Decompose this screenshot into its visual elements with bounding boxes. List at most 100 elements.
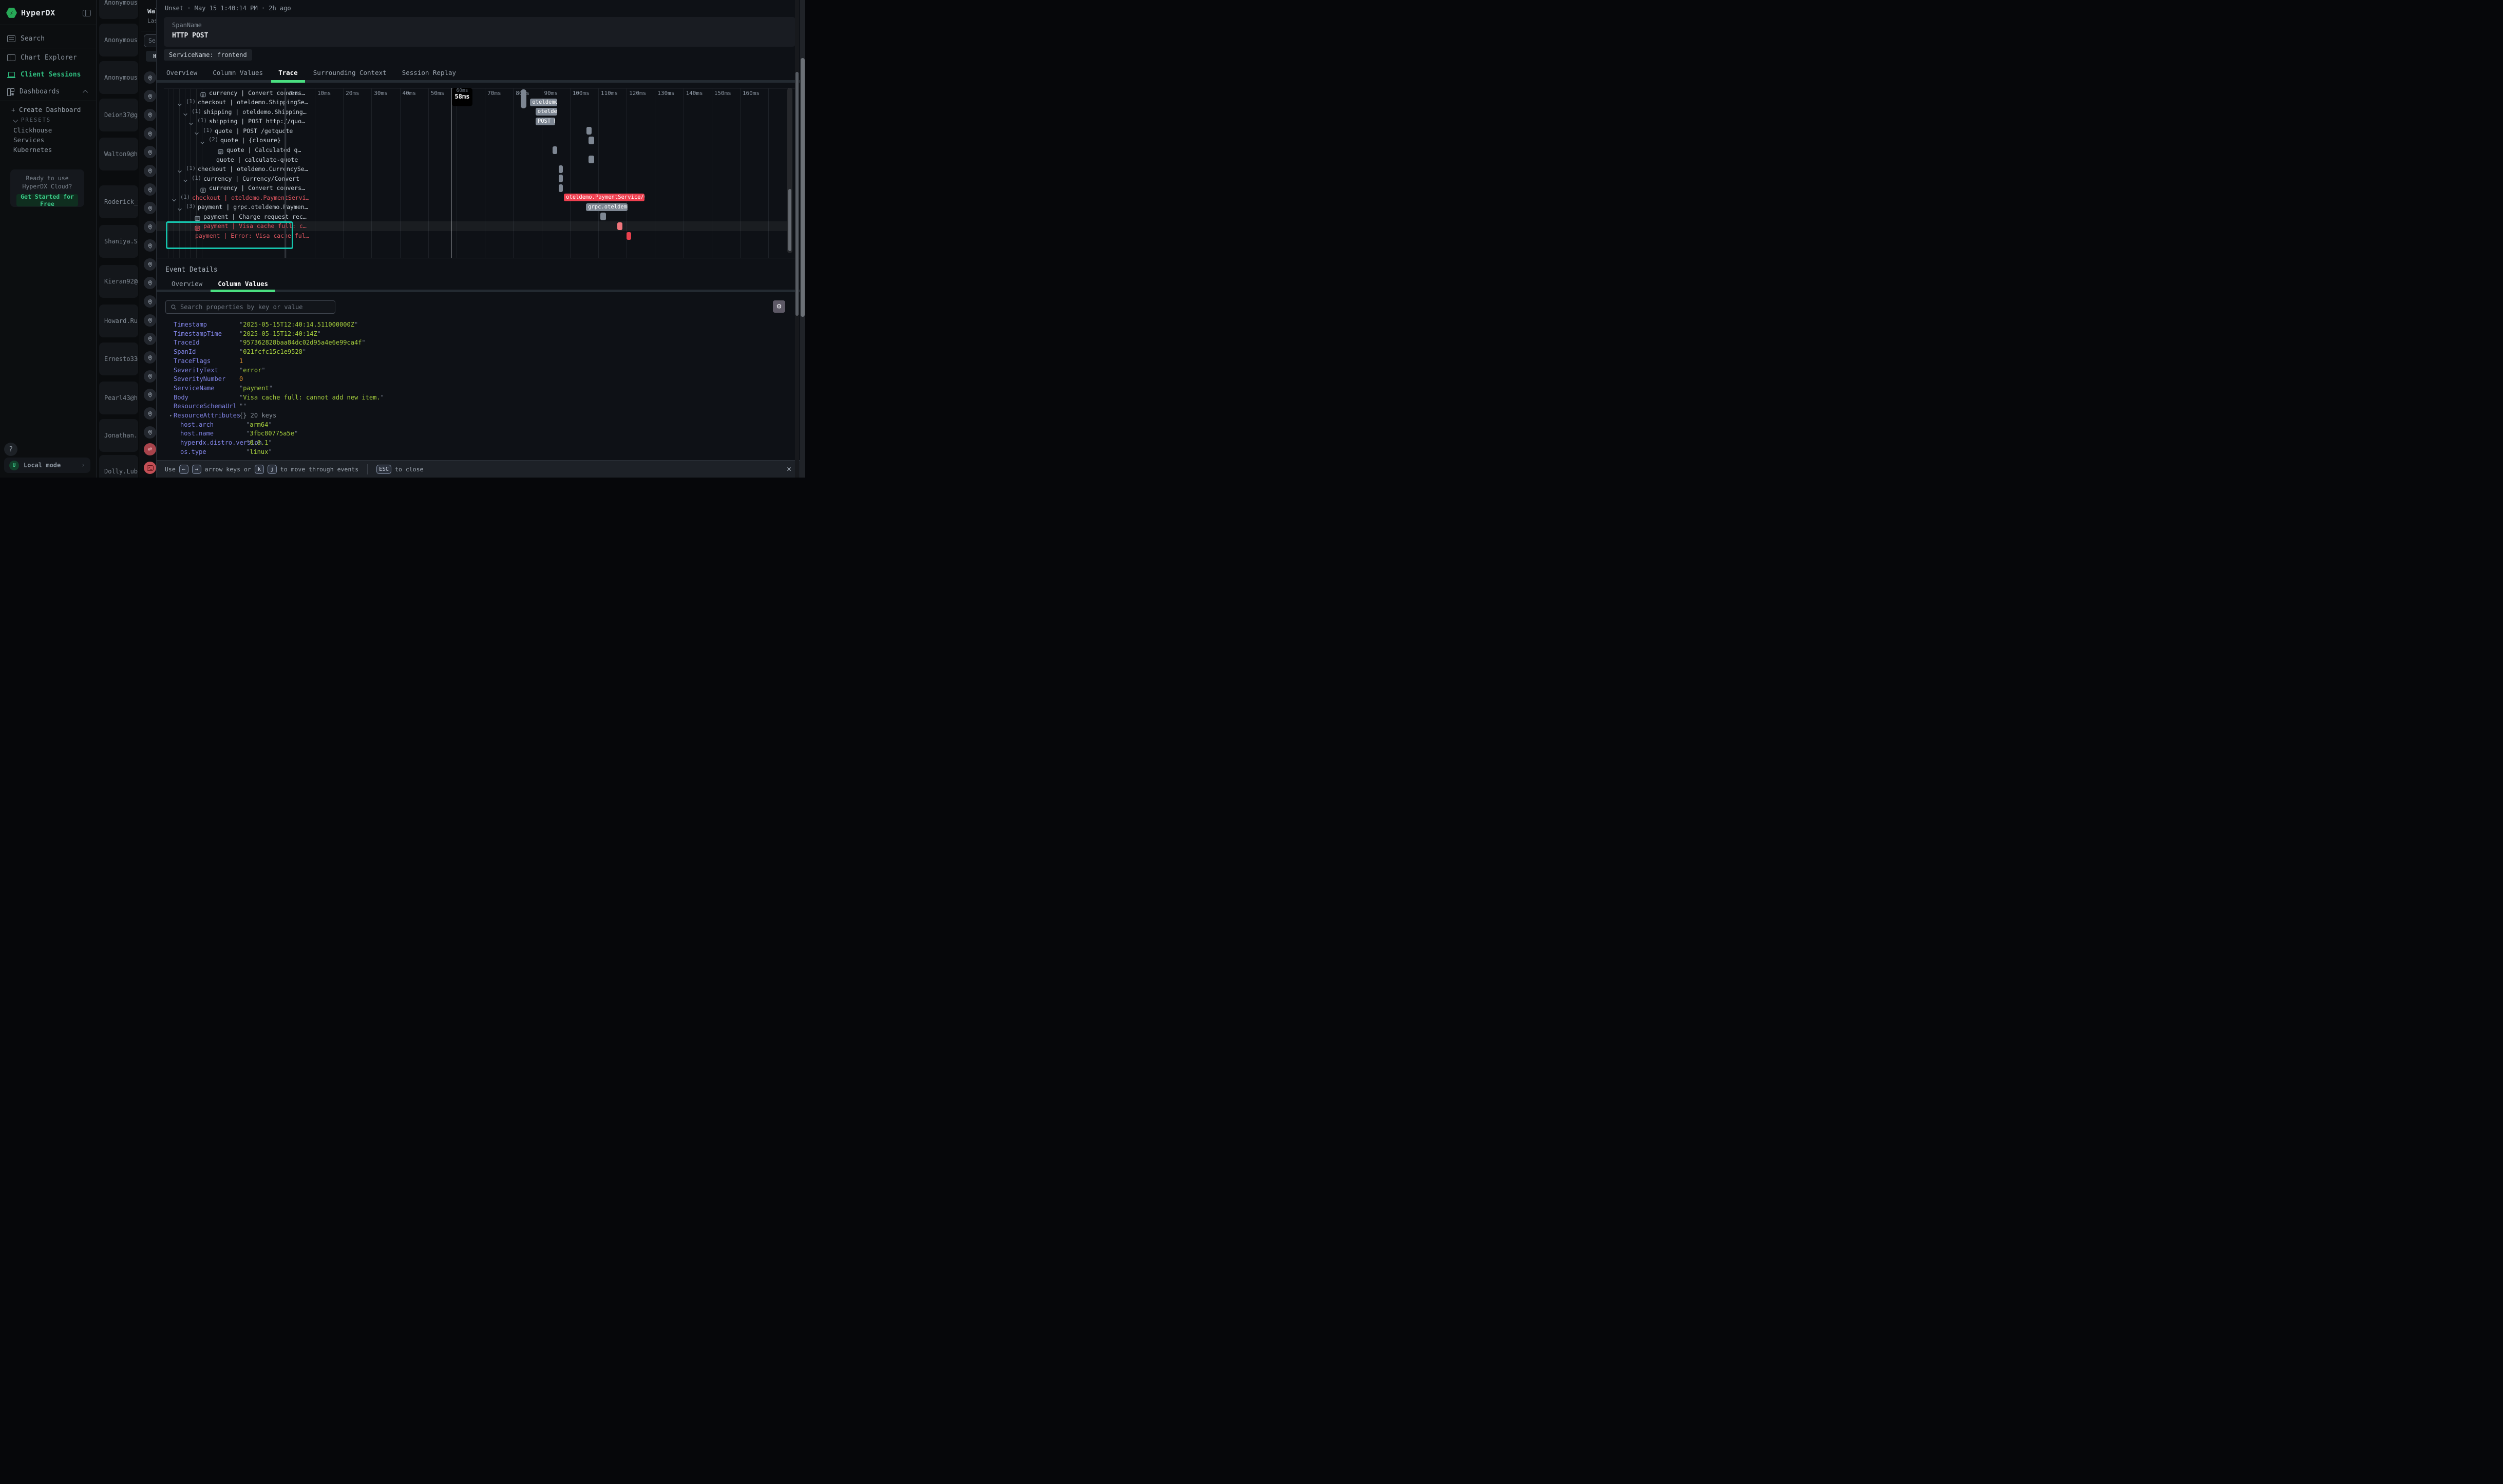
- chevron-down-icon[interactable]: [188, 119, 194, 128]
- session-list-item[interactable]: Walton9@ho: [99, 138, 138, 170]
- modal-scrollbar-thumb[interactable]: [795, 72, 799, 316]
- property-value[interactable]: "payment": [239, 384, 273, 392]
- session-list-item[interactable]: Jonathan.B: [99, 419, 138, 452]
- location-pin-icon[interactable]: [144, 351, 156, 364]
- span-duration-bar[interactable]: POST htt: [535, 117, 555, 125]
- create-dashboard-button[interactable]: + Create Dashboard: [11, 106, 81, 113]
- property-key[interactable]: host.arch: [180, 421, 214, 428]
- error-terminal-icon[interactable]: >_: [144, 462, 156, 474]
- pane-divider[interactable]: [285, 88, 286, 258]
- ed-tab-overview[interactable]: Overview: [172, 280, 203, 288]
- session-list-item[interactable]: Anonymous: [99, 61, 138, 94]
- session-list-item[interactable]: Shaniya.Sc: [99, 225, 138, 258]
- help-button[interactable]: ?: [4, 443, 17, 456]
- chevron-down-icon[interactable]: [200, 138, 205, 147]
- span-row[interactable]: (3) payment | grpc.oteldemo.Paymen… grpc.o…: [157, 202, 805, 212]
- span-row[interactable]: currency | Convert convers…: [157, 183, 805, 193]
- property-value[interactable]: "": [239, 403, 247, 410]
- session-list-item[interactable]: Pearl43@ho: [99, 382, 138, 414]
- span-duration-bar[interactable]: [589, 137, 594, 145]
- property-key[interactable]: ResourceSchemaUrl: [174, 403, 237, 410]
- property-value[interactable]: "957362828baa84dc02d95a4e6e99ca4f": [239, 339, 366, 347]
- property-key[interactable]: SeverityNumber: [174, 375, 226, 383]
- chevron-down-icon[interactable]: [177, 166, 182, 176]
- property-value[interactable]: 0: [239, 375, 243, 383]
- span-row[interactable]: payment | Charge request rec…: [157, 212, 805, 222]
- property-key[interactable]: SpanId: [174, 348, 196, 356]
- span-row[interactable]: quote | Calculated q…: [157, 145, 805, 155]
- span-duration-bar[interactable]: [617, 222, 622, 230]
- property-key[interactable]: host.name: [180, 430, 214, 437]
- get-started-button[interactable]: Get Started for Free: [16, 193, 78, 207]
- span-duration-bar[interactable]: oteldemo.PaymentService/Char: [564, 194, 645, 202]
- span-row[interactable]: (1) quote | POST /getquote: [157, 126, 805, 136]
- location-pin-icon[interactable]: [144, 146, 156, 159]
- location-pin-icon[interactable]: [144, 202, 156, 215]
- preset-item-kubernetes[interactable]: Kubernetes: [13, 146, 52, 154]
- navigation-event-icon[interactable]: ⇄: [144, 443, 156, 455]
- property-value[interactable]: "error": [239, 366, 266, 374]
- span-row[interactable]: (1)shipping | oteldemo.Shipping… oteldemo…: [157, 107, 805, 117]
- local-mode-menu[interactable]: U Local mode ›: [4, 458, 90, 473]
- session-list-item[interactable]: Anonymous: [99, 24, 138, 56]
- close-icon[interactable]: ✕: [786, 464, 791, 473]
- property-value[interactable]: {} 20 keys: [239, 412, 277, 419]
- session-list-item[interactable]: Roderick_S: [99, 185, 138, 218]
- location-pin-icon[interactable]: [144, 370, 156, 383]
- location-pin-icon[interactable]: [144, 276, 156, 289]
- span-row[interactable]: (1)shipping | POST http://quo… POST htt: [157, 117, 805, 126]
- sidebar-item-chart-explorer[interactable]: Chart Explorer: [0, 50, 96, 66]
- location-pin-icon[interactable]: [144, 407, 156, 420]
- span-row[interactable]: payment | Error: Visa cache ful…: [157, 231, 805, 241]
- preset-item-clickhouse[interactable]: Clickhouse: [13, 126, 52, 134]
- location-pin-icon[interactable]: [144, 108, 156, 121]
- property-search-input[interactable]: Search properties by key or value: [165, 300, 335, 314]
- tab-session-replay[interactable]: Session Replay: [402, 69, 457, 77]
- chevron-down-icon[interactable]: [172, 195, 177, 205]
- property-key[interactable]: SeverityText: [174, 366, 218, 374]
- span-duration-bar[interactable]: [600, 213, 606, 221]
- chevron-down-icon[interactable]: [183, 109, 188, 119]
- location-pin-icon[interactable]: [144, 388, 156, 401]
- property-value[interactable]: "arm64": [246, 421, 272, 428]
- location-pin-icon[interactable]: [144, 127, 156, 140]
- timeline-handle[interactable]: [521, 89, 526, 108]
- span-row[interactable]: (1) currency | Currency/Convert: [157, 174, 805, 183]
- span-row[interactable]: (2) quote | {closure}: [157, 136, 805, 145]
- sidebar-item-dashboards[interactable]: Dashboards: [0, 84, 96, 100]
- session-list-item[interactable]: Kieran92@h: [99, 265, 138, 298]
- session-list-item[interactable]: Dolly.Lubo: [99, 455, 138, 478]
- span-row[interactable]: payment | Visa cache full: c…: [157, 221, 805, 231]
- presets-header[interactable]: PRESETS: [0, 117, 96, 123]
- property-key[interactable]: os.type: [180, 448, 206, 455]
- property-key[interactable]: TraceFlags: [174, 357, 211, 365]
- span-row[interactable]: quote | calculate-quote: [157, 155, 805, 164]
- events-search-input[interactable]: Sea: [144, 34, 157, 47]
- tab-column-values[interactable]: Column Values: [213, 69, 263, 77]
- tab-overview[interactable]: Overview: [166, 69, 198, 77]
- span-duration-bar[interactable]: [586, 127, 592, 135]
- location-pin-icon[interactable]: [144, 239, 156, 252]
- tab-trace[interactable]: Trace: [278, 69, 298, 77]
- location-pin-icon[interactable]: [144, 295, 156, 308]
- property-value[interactable]: "2025-05-15T12:40:14.511000000Z": [239, 321, 358, 328]
- property-value[interactable]: "linux": [246, 448, 272, 455]
- page-scrollbar-thumb[interactable]: [801, 58, 805, 317]
- span-duration-bar[interactable]: [626, 232, 631, 240]
- location-pin-icon[interactable]: [144, 426, 156, 439]
- waterfall-scrollbar-thumb[interactable]: [788, 189, 791, 251]
- span-duration-bar[interactable]: [558, 165, 563, 173]
- span-duration-bar[interactable]: [558, 175, 563, 183]
- property-value[interactable]: "0.8.1": [246, 439, 272, 447]
- property-key[interactable]: Body: [174, 393, 188, 401]
- session-list-item[interactable]: Ernesto33@: [99, 343, 138, 375]
- location-pin-icon[interactable]: [144, 332, 156, 345]
- preset-item-services[interactable]: Services: [13, 136, 45, 144]
- span-row[interactable]: (1) checkout | oteldemo.PaymentServi… otel…: [157, 193, 805, 203]
- tab-surrounding-context[interactable]: Surrounding Context: [313, 69, 387, 77]
- sidebar-item-search[interactable]: Search: [0, 31, 96, 47]
- property-value[interactable]: 1: [239, 357, 243, 365]
- location-pin-icon[interactable]: [144, 258, 156, 271]
- session-list-item[interactable]: Howard.Run: [99, 305, 138, 337]
- sidebar-collapse-icon[interactable]: [83, 9, 91, 16]
